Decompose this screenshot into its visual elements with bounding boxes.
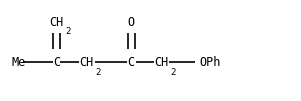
Text: 2: 2	[96, 68, 101, 77]
Text: Me: Me	[12, 56, 26, 69]
Text: C: C	[53, 56, 60, 69]
Text: 2: 2	[65, 27, 70, 36]
Text: C: C	[128, 56, 135, 69]
Text: CH: CH	[154, 56, 168, 69]
Text: CH: CH	[79, 56, 94, 69]
Text: CH: CH	[49, 16, 64, 29]
Text: O: O	[128, 16, 135, 29]
Text: 2: 2	[170, 68, 175, 77]
Text: OPh: OPh	[200, 56, 221, 69]
